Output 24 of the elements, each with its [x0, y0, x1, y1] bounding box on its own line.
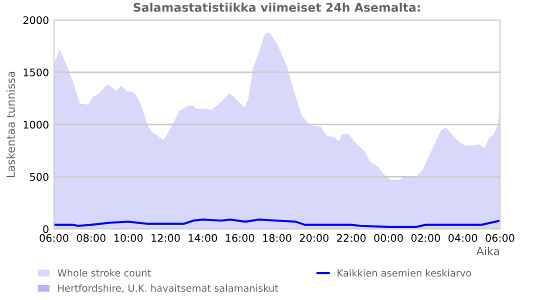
x-tick-label: 02:00	[411, 234, 440, 242]
x-tick-label: 08:00	[76, 234, 106, 242]
legend-label: Hertfordshire, U.K. havaitsemat salamaniskut	[58, 284, 278, 293]
y-tick-label: 1000	[24, 120, 48, 129]
y-tick-label: 1500	[24, 68, 48, 76]
x-tick-label: 10:00	[114, 234, 143, 242]
x-tick-label: 06:00	[40, 234, 68, 242]
y-axis-title: Laskentaa tunnissa	[6, 72, 15, 177]
x-tick-label: 00:00	[374, 234, 403, 242]
x-tick-label: 12:00	[152, 234, 180, 242]
x-tick-label: 04:00	[448, 234, 478, 242]
legend-label: Whole stroke count	[58, 269, 151, 277]
chart-title: Salamastatistiikka viimeiset 24h Asemalta:	[134, 2, 420, 12]
x-tick-label: 18:00	[263, 234, 292, 242]
x-tick-label: 22:00	[337, 234, 366, 242]
x-tick-label: 20:00	[300, 234, 328, 242]
x-axis-title: Aika	[476, 246, 499, 256]
y-tick-label: 500	[30, 172, 48, 181]
y-tick-label: 2000	[23, 16, 48, 24]
x-tick-label: 16:00	[226, 234, 254, 242]
y-tick-label: 0	[43, 225, 48, 234]
legend-label: Kaikkien asemien keskiarvo	[338, 269, 472, 277]
x-tick-label: 14:00	[188, 234, 217, 242]
x-tick-label: 06:00	[486, 234, 514, 242]
